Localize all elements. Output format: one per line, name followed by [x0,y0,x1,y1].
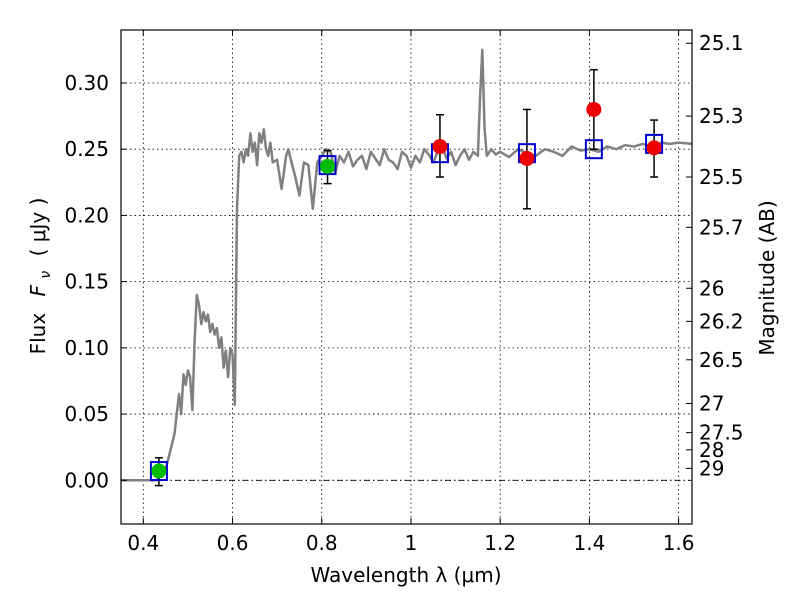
right-tick-label: 25.7 [699,215,744,239]
x-axis-label: Wavelength λ (μm) [310,563,501,587]
right-tick-label: 25.5 [699,165,744,189]
right-tick-label: 26 [699,276,724,300]
photometry-square-marker [318,155,337,176]
right-axis-label: Magnitude (AB) [755,200,779,355]
x-tick-label: 1.6 [663,531,695,555]
right-tick-label: 26.5 [699,348,744,372]
photometry-square-marker [584,139,603,160]
model-spectrum-line [121,48,693,482]
photometry-square-marker [149,461,168,482]
y-tick-label: 0.20 [64,203,109,227]
y-tick-labels: 0.00 0.05 0.10 0.15 0.20 0.25 0.30 [64,71,109,492]
plot-frame [120,29,693,525]
y-axis-label-unit: ( μJy ) [26,198,50,257]
x-tick-label: 0.6 [217,531,249,555]
right-tick-label: 25.1 [699,31,744,55]
right-tick-label: 27 [699,391,724,415]
data-markers [149,101,664,482]
y-tick-label: 0.05 [64,402,109,426]
photometry-circle-marker [646,140,662,156]
x-tick-label: 0.8 [306,531,338,555]
x-tick-labels: 0.4 0.6 0.8 1 1.2 1.4 1.6 [127,531,694,555]
error-bars [154,68,659,487]
x-tick-label: 1.2 [484,531,516,555]
photometry-circle-marker [151,463,167,479]
grid [121,30,692,524]
right-tick-label: 26.2 [699,309,744,333]
tick-marks [121,30,692,524]
right-tick-label: 27.5 [699,421,744,445]
model-spectrum [121,48,693,482]
y-tick-label: 0.10 [64,336,109,360]
photometry-circle-marker [586,101,602,117]
y-tick-label: 0.30 [64,71,109,95]
photometry-circle-marker [320,158,336,174]
y-axis-label-subscript: ν [38,271,54,279]
x-tick-label: 1.4 [573,531,605,555]
y-tick-label: 0.25 [64,137,109,161]
photometry-circle-marker [432,139,448,155]
x-tick-label: 0.4 [127,531,159,555]
y-tick-label: 0.00 [64,468,109,492]
y-axis-label-symbol: F [26,284,50,296]
y-axis-label-prefix: Flux [26,313,50,355]
right-tick-label: 29 [699,456,724,480]
y-tick-label: 0.15 [64,270,109,294]
y-axis-label: Flux F ν ( μJy ) [26,198,55,355]
right-tick-label: 28 [699,438,724,462]
x-tick-label: 1 [405,531,418,555]
photometry-circle-marker [519,150,535,166]
right-tick-label: 25.3 [699,104,744,128]
